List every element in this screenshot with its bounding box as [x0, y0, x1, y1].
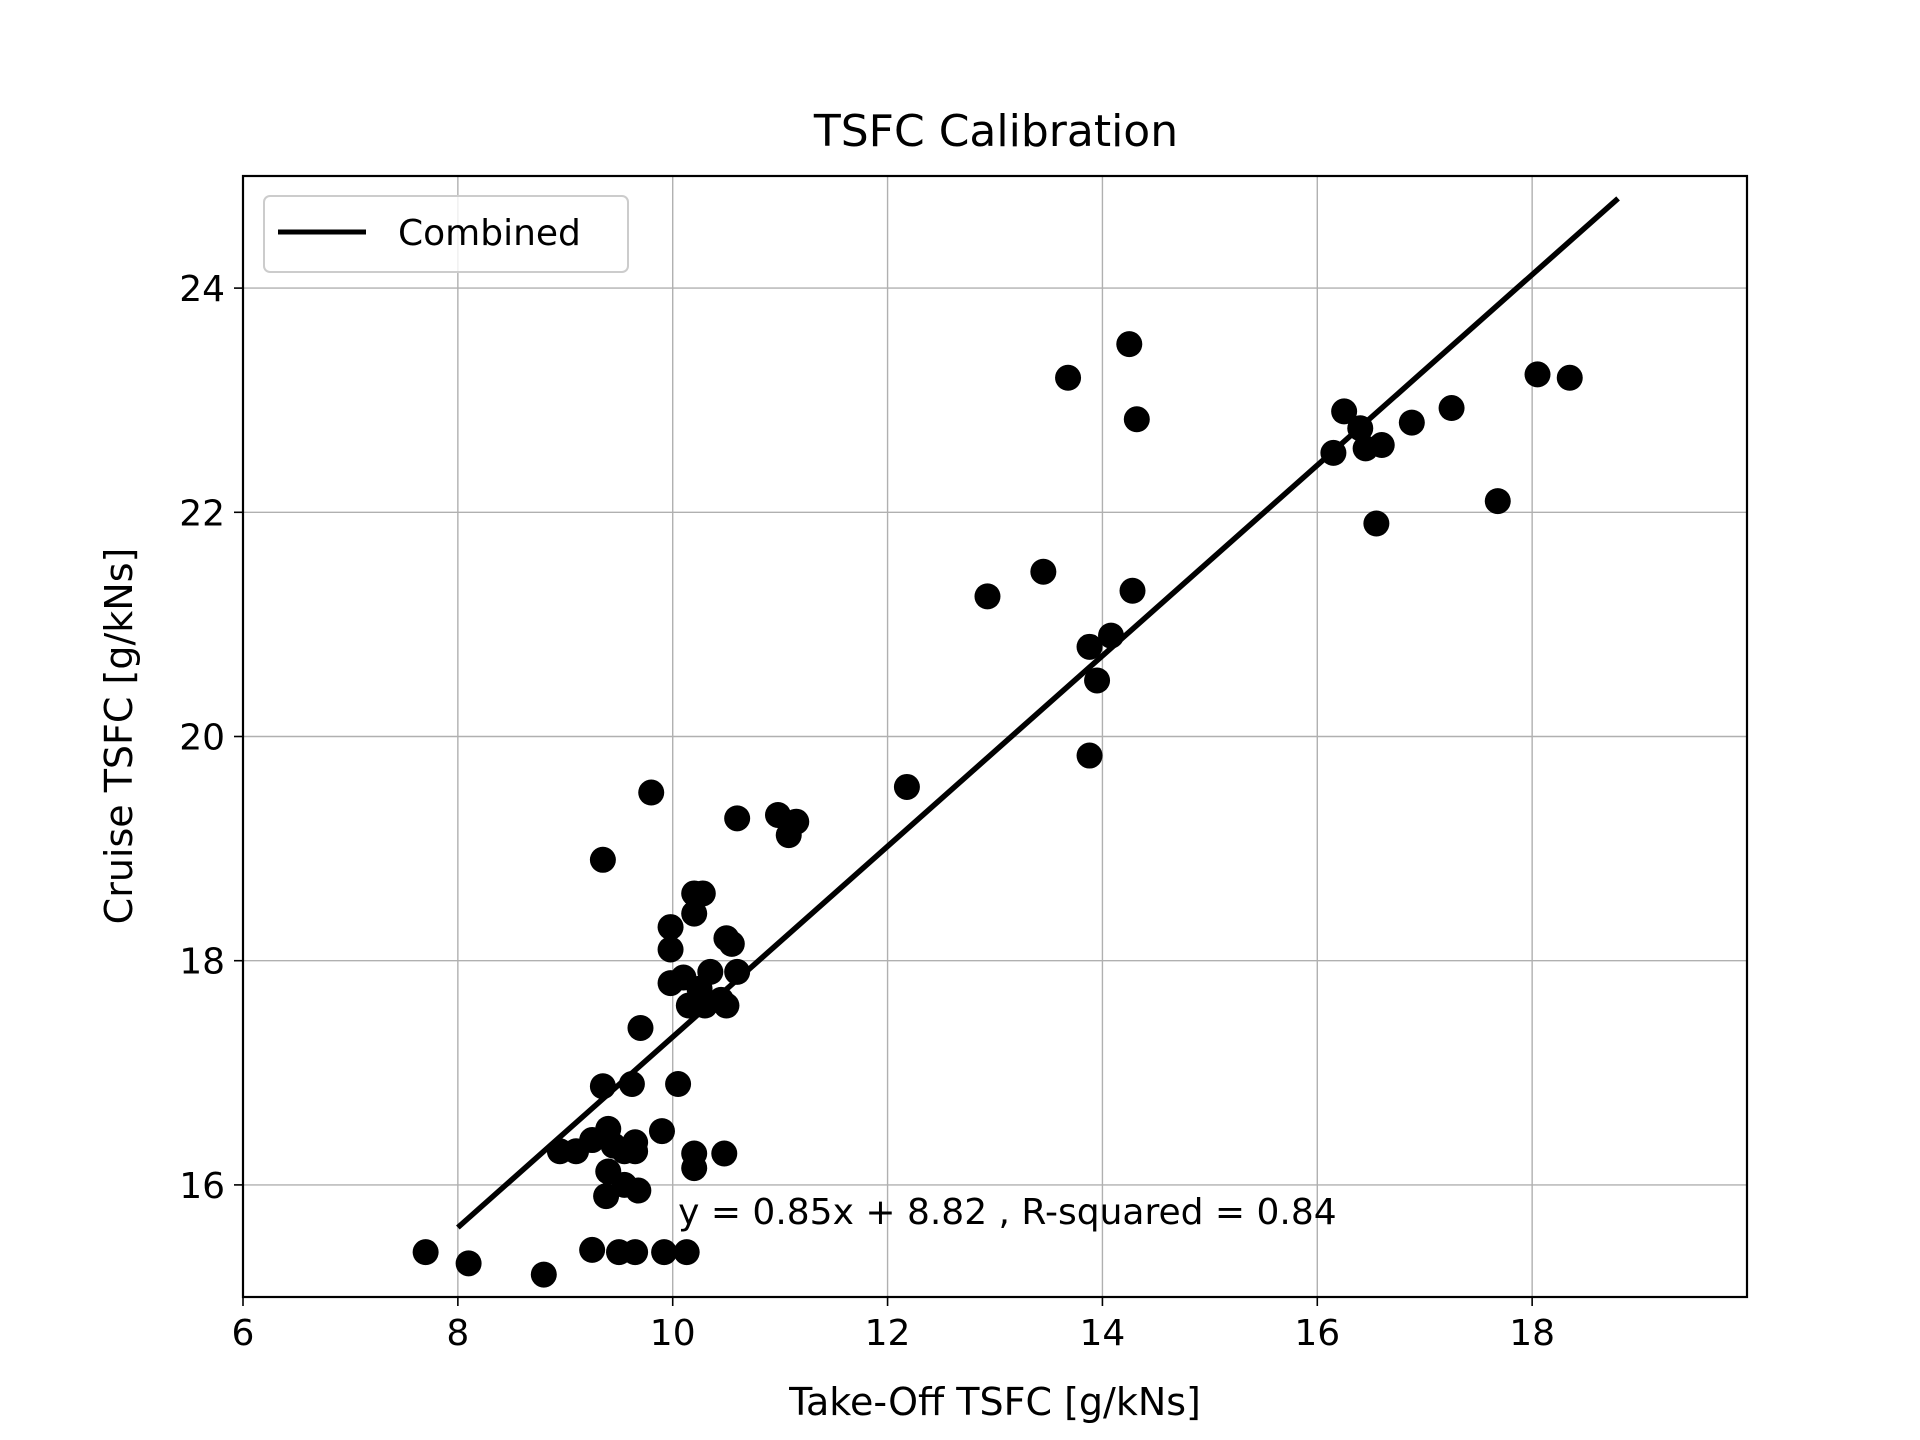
data-point-22	[648, 1118, 675, 1145]
data-point-23	[665, 1071, 692, 1098]
data-points	[412, 331, 1583, 1288]
y-tick-label-16: 16	[179, 1166, 225, 1207]
y-tick-label-18: 18	[179, 942, 225, 983]
data-point-70	[1524, 361, 1551, 388]
data-point-39	[657, 936, 684, 963]
data-point-40	[657, 914, 684, 941]
chart-title: TSFC Calibration	[813, 106, 1178, 157]
data-point-52	[1030, 558, 1057, 585]
data-point-59	[1119, 577, 1146, 604]
x-tick-label-16: 16	[1294, 1313, 1340, 1354]
data-point-25	[681, 1155, 708, 1182]
x-tick-label-8: 8	[446, 1313, 469, 1354]
data-point-61	[1320, 439, 1347, 466]
data-point-71	[1556, 364, 1583, 391]
data-point-21	[618, 1071, 645, 1098]
data-point-49	[783, 808, 810, 835]
data-point-69	[1484, 488, 1511, 515]
fit-equation-annotation: y = 0.85x + 8.82 , R-squared = 0.84	[678, 1192, 1337, 1233]
x-tick-label-10: 10	[650, 1313, 696, 1354]
data-point-7	[673, 1239, 700, 1266]
data-point-35	[713, 992, 740, 1019]
data-point-0	[412, 1239, 439, 1266]
data-point-36	[724, 958, 751, 985]
data-point-57	[1098, 622, 1125, 649]
data-point-42	[689, 880, 716, 907]
data-point-45	[638, 779, 665, 806]
x-tick-label-18: 18	[1509, 1313, 1555, 1354]
legend: Combined	[263, 195, 629, 273]
fit-line	[456, 196, 1620, 1230]
x-tick-label-12: 12	[865, 1313, 911, 1354]
data-point-63	[1347, 415, 1374, 442]
data-point-15	[622, 1129, 649, 1156]
y-tick-label-24: 24	[179, 269, 225, 310]
data-point-58	[1116, 331, 1143, 358]
axis-ticks: 6 8 10 12 14 16 18 16 18 20 22 24	[179, 269, 1555, 1354]
data-point-18	[593, 1183, 620, 1210]
legend-box	[263, 195, 629, 273]
data-point-68	[1438, 395, 1465, 422]
fit-line-group	[456, 196, 1620, 1230]
data-point-33	[697, 958, 724, 985]
data-point-1	[455, 1250, 482, 1277]
data-point-50	[893, 773, 920, 800]
y-tick-label-22: 22	[179, 493, 225, 534]
data-point-26	[711, 1140, 738, 1167]
data-point-6	[651, 1239, 678, 1266]
data-point-67	[1398, 409, 1425, 436]
x-tick-label-14: 14	[1080, 1313, 1126, 1354]
data-point-46	[724, 805, 751, 832]
data-point-53	[1055, 364, 1082, 391]
y-axis-label: Cruise TSFC [g/kNs]	[97, 548, 141, 925]
data-point-3	[579, 1236, 606, 1263]
data-point-5	[622, 1239, 649, 1266]
data-point-19	[625, 1177, 652, 1204]
data-point-66	[1363, 510, 1390, 537]
x-tick-label-6: 6	[232, 1313, 255, 1354]
data-point-27	[627, 1014, 654, 1041]
data-point-55	[1076, 633, 1103, 660]
data-point-60	[1123, 406, 1150, 433]
data-point-38	[713, 925, 740, 952]
data-point-44	[589, 846, 616, 873]
data-point-43	[681, 900, 708, 927]
data-point-20	[589, 1073, 616, 1100]
data-point-65	[1368, 432, 1395, 459]
data-point-56	[1084, 667, 1111, 694]
data-point-2	[530, 1261, 557, 1288]
x-axis-label: Take-Off TSFC [g/kNs]	[788, 1380, 1201, 1424]
y-tick-label-20: 20	[179, 718, 225, 759]
data-point-62	[1331, 398, 1358, 425]
plot-frame	[241, 174, 1749, 1299]
data-point-54	[1076, 742, 1103, 769]
legend-label-combined: Combined	[398, 213, 581, 254]
data-point-51	[974, 583, 1001, 610]
